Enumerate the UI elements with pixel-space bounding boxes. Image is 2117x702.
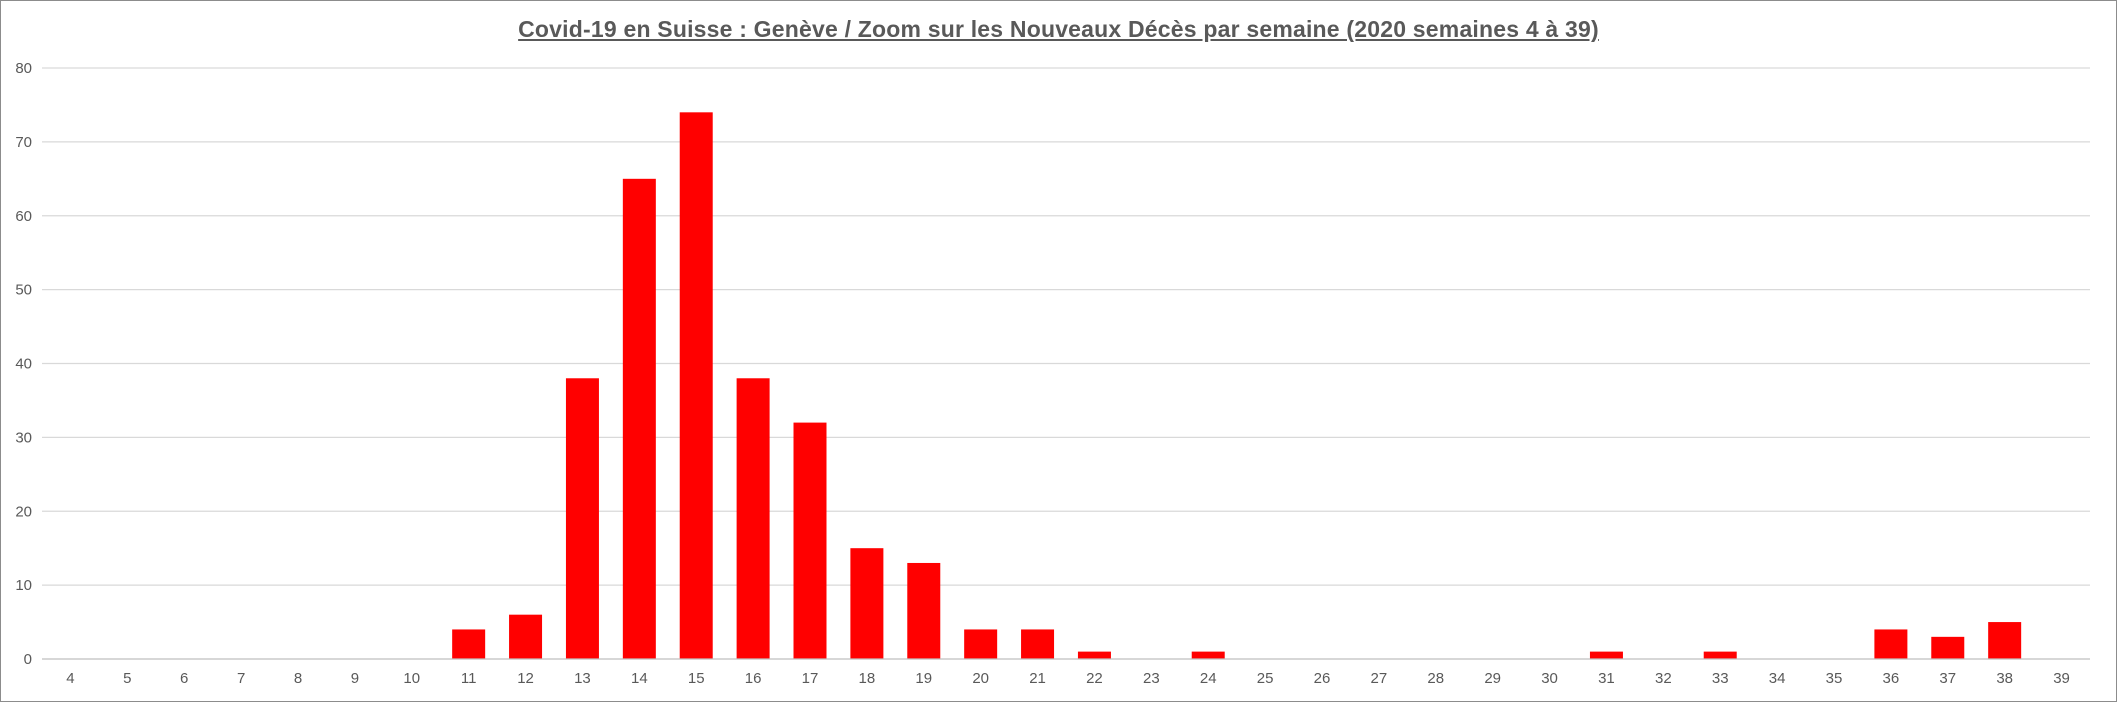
y-tick-label: 70 [15,134,32,151]
x-tick-label: 34 [1769,670,1786,687]
bar-week-14 [622,178,656,659]
x-tick-label: 19 [915,670,932,687]
y-tick-label: 30 [15,429,32,446]
x-tick-label: 27 [1371,670,1388,687]
x-tick-label: 14 [631,670,648,687]
bar-week-37 [1931,636,1965,659]
x-tick-label: 11 [461,670,477,687]
bar-week-22 [1077,651,1111,659]
bar-week-21 [1021,629,1055,659]
bar-week-33 [1703,651,1737,659]
y-tick-label: 20 [15,503,32,520]
x-tick-label: 22 [1086,670,1103,687]
x-tick-label: 8 [294,670,302,687]
y-tick-label: 80 [15,60,32,77]
x-tick-label: 20 [972,670,989,687]
x-tick-label: 5 [123,670,131,687]
bar-week-19 [907,562,941,659]
x-tick-label: 15 [688,670,705,687]
x-tick-label: 30 [1541,670,1558,687]
x-tick-label: 32 [1655,670,1672,687]
x-tick-label: 25 [1257,670,1274,687]
bar-week-17 [793,422,827,659]
x-axis-tick-labels: 4 5 6 7 8 9 10 11 12 13 14 15 16 17 18 19 20 21 22 23 24 25 26… [66,670,2070,687]
bar-week-18 [850,548,884,659]
bar-week-36 [1874,629,1908,659]
bar-week-20 [964,629,998,659]
y-tick-label: 0 [24,651,32,668]
x-tick-label: 29 [1484,670,1501,687]
x-tick-label: 24 [1200,670,1217,687]
x-tick-label: 13 [574,670,591,687]
y-tick-label: 40 [15,356,32,373]
bar-week-15 [679,112,713,659]
bar-week-13 [565,378,599,659]
x-tick-label: 39 [2053,670,2070,687]
y-tick-label: 60 [15,208,32,225]
bar-week-24 [1191,651,1225,659]
x-tick-label: 7 [237,670,245,687]
bar-week-16 [736,378,770,659]
x-tick-label: 18 [859,670,876,687]
x-tick-label: 9 [351,670,359,687]
chart-title: Covid-19 en Suisse : Genève / Zoom sur l… [518,16,1599,42]
x-tick-label: 17 [802,670,819,687]
x-tick-label: 26 [1314,670,1331,687]
gridlines [42,67,2090,586]
y-axis-tick-labels: 0 10 20 30 40 50 60 70 80 [15,60,32,668]
x-tick-label: 35 [1826,670,1843,687]
x-tick-label: 16 [745,670,762,687]
x-tick-label: 33 [1712,670,1729,687]
x-tick-label: 21 [1029,670,1046,687]
y-tick-label: 50 [15,282,32,299]
x-tick-label: 37 [1939,670,1956,687]
bars [452,112,2022,659]
x-tick-label: 36 [1883,670,1900,687]
bar-week-12 [509,614,543,659]
x-tick-label: 28 [1427,670,1444,687]
x-tick-label: 38 [1996,670,2013,687]
x-tick-label: 12 [517,670,534,687]
bar-week-11 [452,629,486,659]
bar-week-38 [1988,622,2022,659]
x-tick-label: 23 [1143,670,1160,687]
x-tick-label: 4 [66,670,74,687]
x-tick-label: 10 [403,670,420,687]
x-tick-label: 6 [180,670,188,687]
y-tick-label: 10 [15,577,32,594]
bar-week-31 [1589,651,1623,659]
x-tick-label: 31 [1598,670,1615,687]
